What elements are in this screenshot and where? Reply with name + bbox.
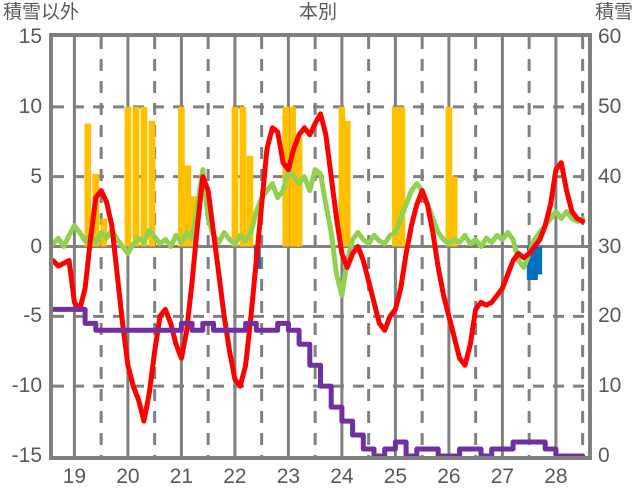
x-tick-20: 20 <box>116 465 140 488</box>
left-tick-neg5: -5 <box>23 304 42 328</box>
page-title: 本別 <box>298 2 337 23</box>
line-series-group <box>53 111 586 456</box>
bar <box>526 246 534 281</box>
left-tick-0: 0 <box>30 234 42 258</box>
bar <box>398 106 406 247</box>
bar <box>338 106 346 247</box>
bar <box>239 106 247 247</box>
temperature-line <box>53 111 586 424</box>
x-tick-26: 26 <box>437 465 461 488</box>
right-tick-0: 0 <box>598 444 610 467</box>
x-tick-21: 21 <box>169 465 194 488</box>
bar <box>445 106 453 247</box>
x-tick-23: 23 <box>276 465 301 488</box>
bar <box>124 106 132 247</box>
bar <box>531 246 538 281</box>
snow-depth-line <box>53 306 586 456</box>
x-tick-28: 28 <box>544 465 568 488</box>
x-tick-22: 22 <box>223 465 247 488</box>
x-tick-25: 25 <box>383 465 408 488</box>
bar <box>231 106 239 247</box>
bar <box>450 176 458 247</box>
chart-canvas <box>53 37 588 456</box>
bar <box>148 120 156 247</box>
bar <box>132 106 140 247</box>
left-tick-neg15: -15 <box>11 444 42 467</box>
x-tick-27: 27 <box>490 465 515 488</box>
chart-svg <box>53 37 588 456</box>
bar <box>246 155 254 247</box>
bar <box>535 246 543 275</box>
left-tick-5: 5 <box>30 164 42 188</box>
left-axis-title: 積雪以外 <box>3 2 80 23</box>
bar <box>84 123 92 247</box>
right-tick-30: 30 <box>598 234 622 258</box>
wind-line <box>53 167 586 298</box>
bars-precipitation <box>254 246 543 281</box>
chart-plot-area <box>49 33 592 460</box>
bar <box>178 106 185 247</box>
right-tick-60: 60 <box>598 25 622 48</box>
right-tick-10: 10 <box>598 374 622 398</box>
left-tick-15: 15 <box>18 25 42 48</box>
bar <box>295 137 303 247</box>
bar <box>140 106 148 247</box>
bar <box>184 165 192 247</box>
left-tick-10: 10 <box>18 94 42 118</box>
bar <box>343 120 351 247</box>
x-tick-24: 24 <box>330 465 354 488</box>
x-tick-19: 19 <box>62 465 87 488</box>
right-axis-title: 積雪 <box>594 2 633 23</box>
right-tick-20: 20 <box>598 304 622 328</box>
right-tick-50: 50 <box>598 94 622 118</box>
right-tick-40: 40 <box>598 164 622 188</box>
left-tick-neg10: -10 <box>11 374 42 398</box>
bar <box>392 106 399 247</box>
